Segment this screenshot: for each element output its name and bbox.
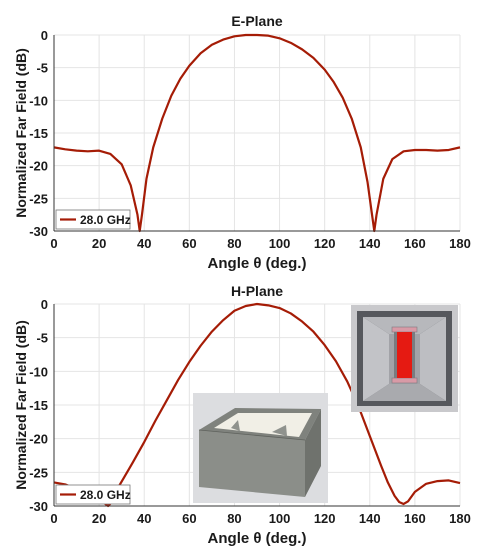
- series-line-28ghz: [53, 33, 461, 233]
- x-tick-label: 0: [50, 236, 57, 251]
- chart-h-plane: 0 20 40 60 80 100 120 140 160 180 0 -5 -10 -15 -20 -25 -…: [13, 283, 471, 547]
- x-tick-label: 100: [269, 236, 291, 251]
- x-tick-label: 120: [314, 511, 336, 526]
- y-tick-label: 0: [41, 28, 48, 43]
- legend-label: 28.0 GHz: [80, 213, 131, 227]
- y-tick-label: -30: [29, 499, 48, 514]
- x-tick-label: 20: [92, 511, 106, 526]
- x-tick-label: 80: [227, 236, 241, 251]
- chart-e-plane: 0 20 40 60 80 100 120 140 160 180 0 -5 -10 -15 -20 -25 -…: [13, 13, 471, 272]
- y-tick-label: -10: [29, 93, 48, 108]
- x-tick-label: 180: [449, 236, 471, 251]
- y-tick-label: -30: [29, 224, 48, 239]
- x-tick-label: 60: [182, 236, 196, 251]
- tick-labels: 0 20 40 60 80 100 120 140 160 180 0 -5 -10 -15 -20 -25 -…: [29, 297, 471, 526]
- tick-labels: 0 20 40 60 80 100 120 140 160 180 0 -5 -10 -15 -20 -25 -…: [29, 28, 471, 251]
- y-axis-label: Normalized Far Field (dB): [13, 48, 29, 218]
- y-tick-label: -10: [29, 364, 48, 379]
- antenna-3d-view-image: [193, 393, 328, 503]
- x-tick-label: 160: [404, 236, 426, 251]
- x-tick-label: 80: [227, 511, 241, 526]
- legend: 28.0 GHz: [55, 484, 131, 505]
- x-tick-label: 140: [359, 511, 381, 526]
- y-tick-label: -25: [29, 465, 48, 480]
- legend-label: 28.0 GHz: [80, 488, 131, 502]
- y-tick-label: -5: [36, 331, 48, 346]
- y-tick-label: -20: [29, 432, 48, 447]
- y-tick-label: -5: [36, 61, 48, 76]
- y-tick-label: -20: [29, 159, 48, 174]
- legend-box: [55, 484, 131, 505]
- y-tick-label: -15: [29, 398, 48, 413]
- y-tick-label: -25: [29, 191, 48, 206]
- y-tick-label: 0: [41, 297, 48, 312]
- x-tick-label: 0: [50, 511, 57, 526]
- x-tick-label: 100: [269, 511, 291, 526]
- y-axis-label: Normalized Far Field (dB): [13, 320, 29, 490]
- x-tick-label: 120: [314, 236, 336, 251]
- x-tick-label: 20: [92, 236, 106, 251]
- antenna-top-view-image: [351, 305, 458, 412]
- x-tick-label: 40: [137, 236, 151, 251]
- legend-box: [55, 209, 131, 230]
- x-tick-label: 40: [137, 511, 151, 526]
- x-axis-label: Angle θ (deg.): [208, 530, 307, 547]
- x-tick-label: 60: [182, 511, 196, 526]
- x-tick-label: 180: [449, 511, 471, 526]
- x-tick-label: 140: [359, 236, 381, 251]
- y-tick-label: -15: [29, 126, 48, 141]
- x-axis-label: Angle θ (deg.): [208, 255, 307, 272]
- legend: 28.0 GHz: [55, 209, 131, 230]
- chart-title: H-Plane: [231, 283, 283, 299]
- chart-title: E-Plane: [231, 13, 283, 29]
- x-tick-label: 160: [404, 511, 426, 526]
